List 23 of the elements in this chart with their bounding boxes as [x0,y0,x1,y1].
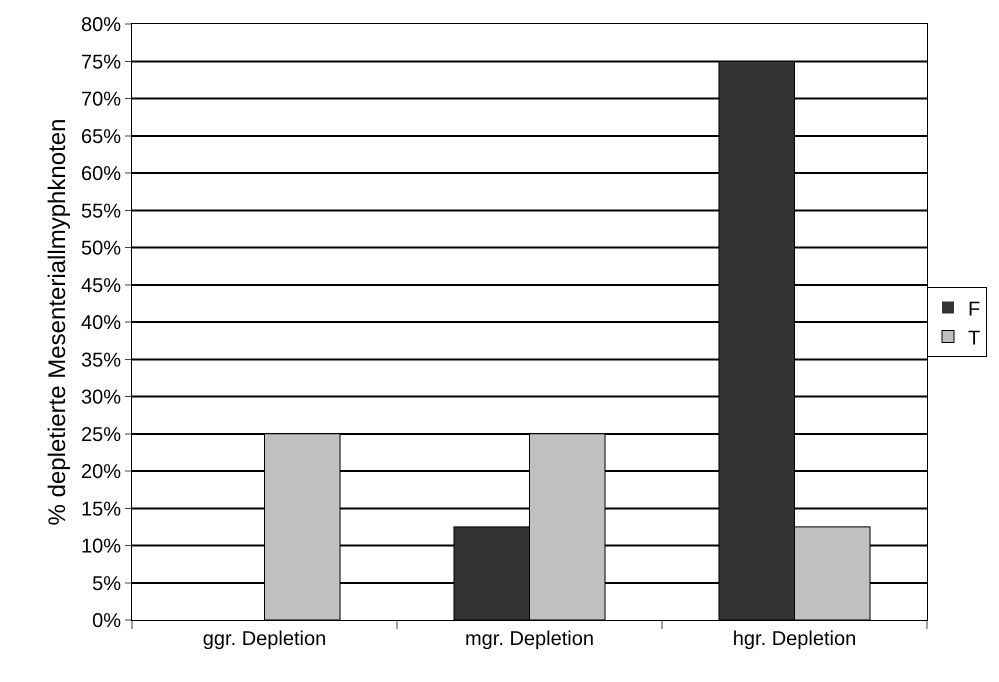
x-tick-label: ggr. Depletion [202,628,326,650]
y-tick-label: 15% [80,498,122,520]
y-tick-label: 75% [80,51,122,74]
y-tick-label: 30% [80,386,122,408]
y-tick-label: 45% [80,274,122,297]
y-tick-label: 10% [80,536,122,558]
y-tick-label: 25% [80,424,122,446]
y-tick-label: 70% [80,88,122,110]
y-tick-label: 60% [80,163,122,185]
legend-label: T [968,327,980,350]
y-tick-label: 5% [92,572,122,595]
y-tick-label: 35% [80,349,122,372]
x-tick-label: hgr. Depletion [732,628,856,650]
y-axis-title: % depletierte Mesenteriallmyphknoten [44,118,72,526]
y-tick-label: 40% [80,312,122,334]
y-tick-label: 65% [80,126,122,148]
y-tick-label: 20% [80,461,122,483]
legend-label: F [968,298,980,320]
y-tick-label: 0% [92,610,122,632]
x-tick-label: mgr. Depletion [465,628,594,650]
y-tick-label: 55% [80,200,122,222]
y-tick-label: 50% [80,238,122,260]
y-tick-label: 80% [80,14,122,36]
